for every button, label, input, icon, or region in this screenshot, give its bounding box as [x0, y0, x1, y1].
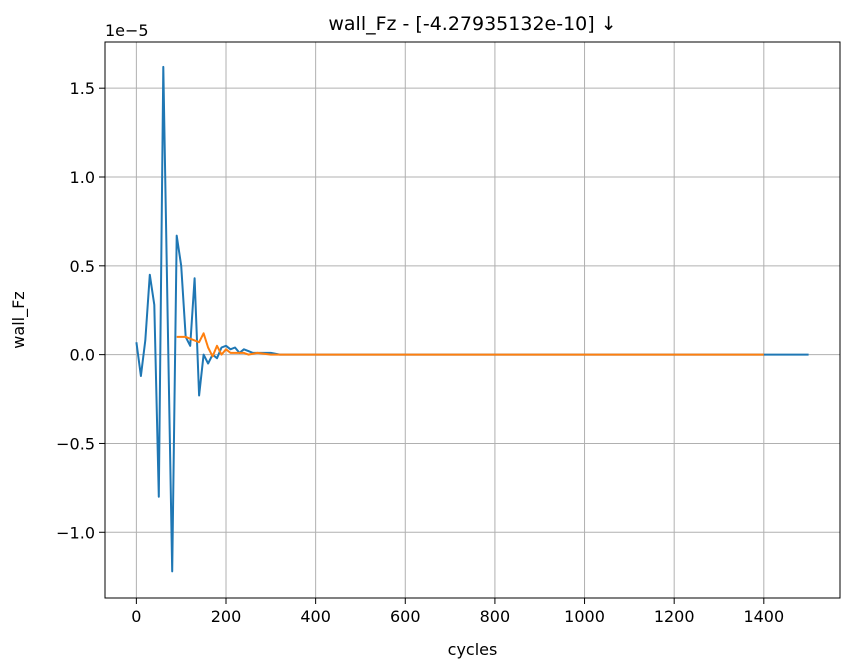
y-tick-label: 0.5: [70, 257, 95, 276]
x-axis: 0 200 400 600 800 1000 1200 1400: [131, 598, 784, 626]
x-tick-label: 1400: [743, 607, 784, 626]
x-tick-label: 200: [211, 607, 242, 626]
y-offset-text: 1e−5: [105, 21, 149, 40]
x-tick-label: 400: [300, 607, 331, 626]
y-tick-label: 1.0: [70, 168, 95, 187]
x-axis-label: cycles: [448, 640, 498, 659]
chart-title: wall_Fz - [-4.27935132e-10] ↓: [328, 13, 616, 35]
y-tick-label: 1.5: [70, 79, 95, 98]
x-tick-label: 1000: [564, 607, 605, 626]
series-line-2: [176, 332, 764, 358]
y-axis-label: wall_Fz: [9, 291, 29, 348]
axes-frame: [104, 41, 841, 599]
x-tick-label: 0: [131, 607, 141, 626]
y-tick-label: −0.5: [56, 434, 95, 453]
y-axis: −1.0 −0.5 0.0 0.5 1.0 1.5: [56, 79, 105, 542]
y-tick-label: −1.0: [56, 523, 95, 542]
x-tick-label: 1200: [654, 607, 695, 626]
series-line-1: [135, 65, 809, 573]
grid-lines: [105, 42, 840, 598]
plot-series: [135, 65, 809, 573]
x-tick-label: 600: [390, 607, 421, 626]
x-tick-label: 800: [480, 607, 511, 626]
y-tick-label: 0.0: [70, 346, 95, 365]
